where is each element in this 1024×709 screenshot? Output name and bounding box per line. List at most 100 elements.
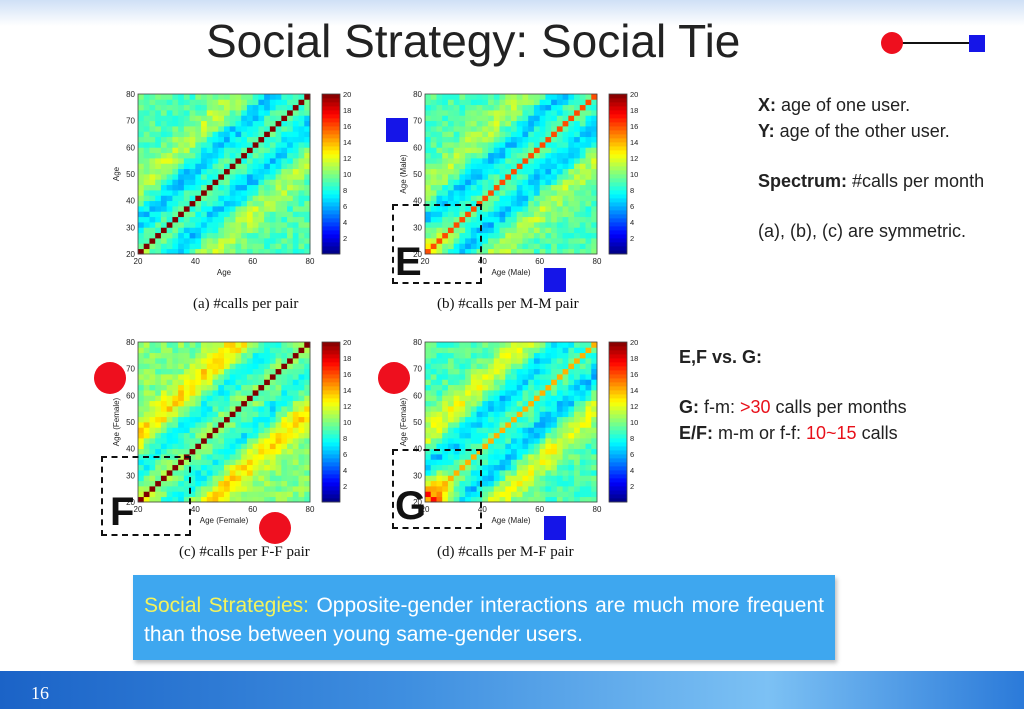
heatmap-cell (568, 384, 575, 391)
heatmap-cell (511, 142, 518, 148)
colorbar-segment (609, 430, 627, 435)
heatmap-cell (528, 168, 535, 175)
heatmap-cell (465, 486, 472, 492)
heatmap-cell (212, 427, 219, 434)
heatmap-cell (533, 368, 541, 375)
x-tick-label: 80 (593, 505, 602, 514)
heatmap-cell (493, 227, 500, 234)
heatmap-cell (465, 406, 472, 412)
heatmap-cell (212, 443, 219, 450)
heatmap-cell (195, 142, 202, 148)
heatmap-cell (447, 222, 455, 228)
heatmap-cell (241, 200, 248, 207)
heatmap-cell (556, 432, 563, 439)
heatmap-cell (166, 432, 173, 439)
heatmap-cell (241, 190, 248, 196)
heatmap-cell (195, 179, 202, 186)
colorbar-segment (322, 238, 340, 243)
heatmap-cell (160, 142, 168, 148)
heatmap-cell (562, 142, 569, 148)
heatmap-cell (574, 384, 581, 391)
heatmap-cell (298, 126, 305, 132)
colorbar-segment (609, 166, 627, 171)
heatmap-cell (264, 243, 271, 250)
heatmap-cell (465, 496, 472, 503)
heatmap-cell (201, 374, 208, 380)
heatmap-cell (281, 470, 288, 476)
heatmap-cell (459, 158, 466, 164)
heatmap-cell (447, 464, 455, 471)
heatmap-cell (224, 448, 231, 455)
heatmap-cell (522, 206, 529, 212)
heatmap-cell (476, 195, 483, 202)
heatmap-cell (511, 390, 518, 396)
heatmap-cell (178, 94, 185, 100)
heatmap-cell (574, 400, 581, 407)
heatmap-cell (528, 411, 535, 418)
heatmap-cell (425, 363, 432, 370)
heatmap-cell (149, 158, 156, 164)
heatmap-cell (252, 152, 259, 159)
heatmap-cell (183, 438, 190, 444)
heatmap-cell (189, 99, 196, 106)
heatmap-cell (229, 158, 236, 164)
heatmap-cell (425, 126, 432, 132)
heatmap-cell (201, 454, 208, 460)
heatmap-cell (551, 379, 558, 386)
heatmap-cell (178, 427, 185, 434)
heatmap-cell (539, 126, 546, 132)
heatmap-cell (183, 464, 190, 471)
heatmap-cell (425, 475, 432, 482)
y-tick-label: 60 (126, 391, 135, 400)
y-tick-label: 40 (413, 197, 422, 206)
heatmap-cell (556, 126, 563, 132)
heatmap-cell (258, 363, 265, 370)
heatmap-cell (470, 395, 477, 402)
heatmap-cell (304, 470, 311, 476)
heatmap-cell (138, 470, 145, 476)
heatmap-cell (218, 496, 225, 503)
x-tick-label: 60 (248, 505, 257, 514)
heatmap-cell (436, 491, 443, 498)
heatmap-cell (304, 347, 311, 354)
heatmap-cell (298, 486, 305, 492)
heatmap-cell (178, 200, 185, 207)
heatmap-cell (556, 104, 563, 111)
heatmap-cell (212, 448, 219, 455)
heatmap-cell (281, 352, 288, 359)
heatmap-cell (493, 200, 500, 207)
heatmap-cell (453, 232, 460, 239)
heatmap-cell (499, 358, 506, 364)
heatmap-cell (264, 195, 271, 202)
heatmap-cell (143, 131, 150, 138)
y-tick-label: 80 (126, 90, 135, 99)
heatmap-cell (522, 99, 529, 106)
heatmap-cell (246, 374, 254, 380)
heatmap-cell (493, 131, 500, 138)
heatmap-cell (579, 115, 586, 122)
heatmap-cell (459, 454, 466, 460)
heatmap-cell (229, 152, 236, 159)
heatmap-cell (591, 368, 598, 375)
heatmap-cell (166, 147, 173, 154)
heatmap-cell (545, 158, 552, 164)
heatmap-cell (212, 152, 219, 159)
heatmap-cell (585, 174, 592, 180)
heatmap-cell (195, 374, 202, 380)
heatmap-cell (499, 142, 506, 148)
heatmap-cell (476, 438, 483, 444)
heatmap-cell (149, 384, 156, 391)
heatmap-cell (155, 211, 162, 218)
heatmap-cell (488, 94, 495, 100)
heatmap-cell (246, 379, 254, 386)
heatmap-cell (579, 486, 586, 492)
heatmap-cell (224, 232, 231, 239)
heatmap-cell (304, 379, 311, 386)
heatmap-cell (269, 400, 276, 407)
heatmap-cell (470, 486, 477, 492)
heatmap-cell (459, 486, 466, 492)
heatmap-cell (556, 174, 563, 180)
heatmap-cell (206, 168, 213, 175)
heatmap-cell (287, 222, 294, 228)
